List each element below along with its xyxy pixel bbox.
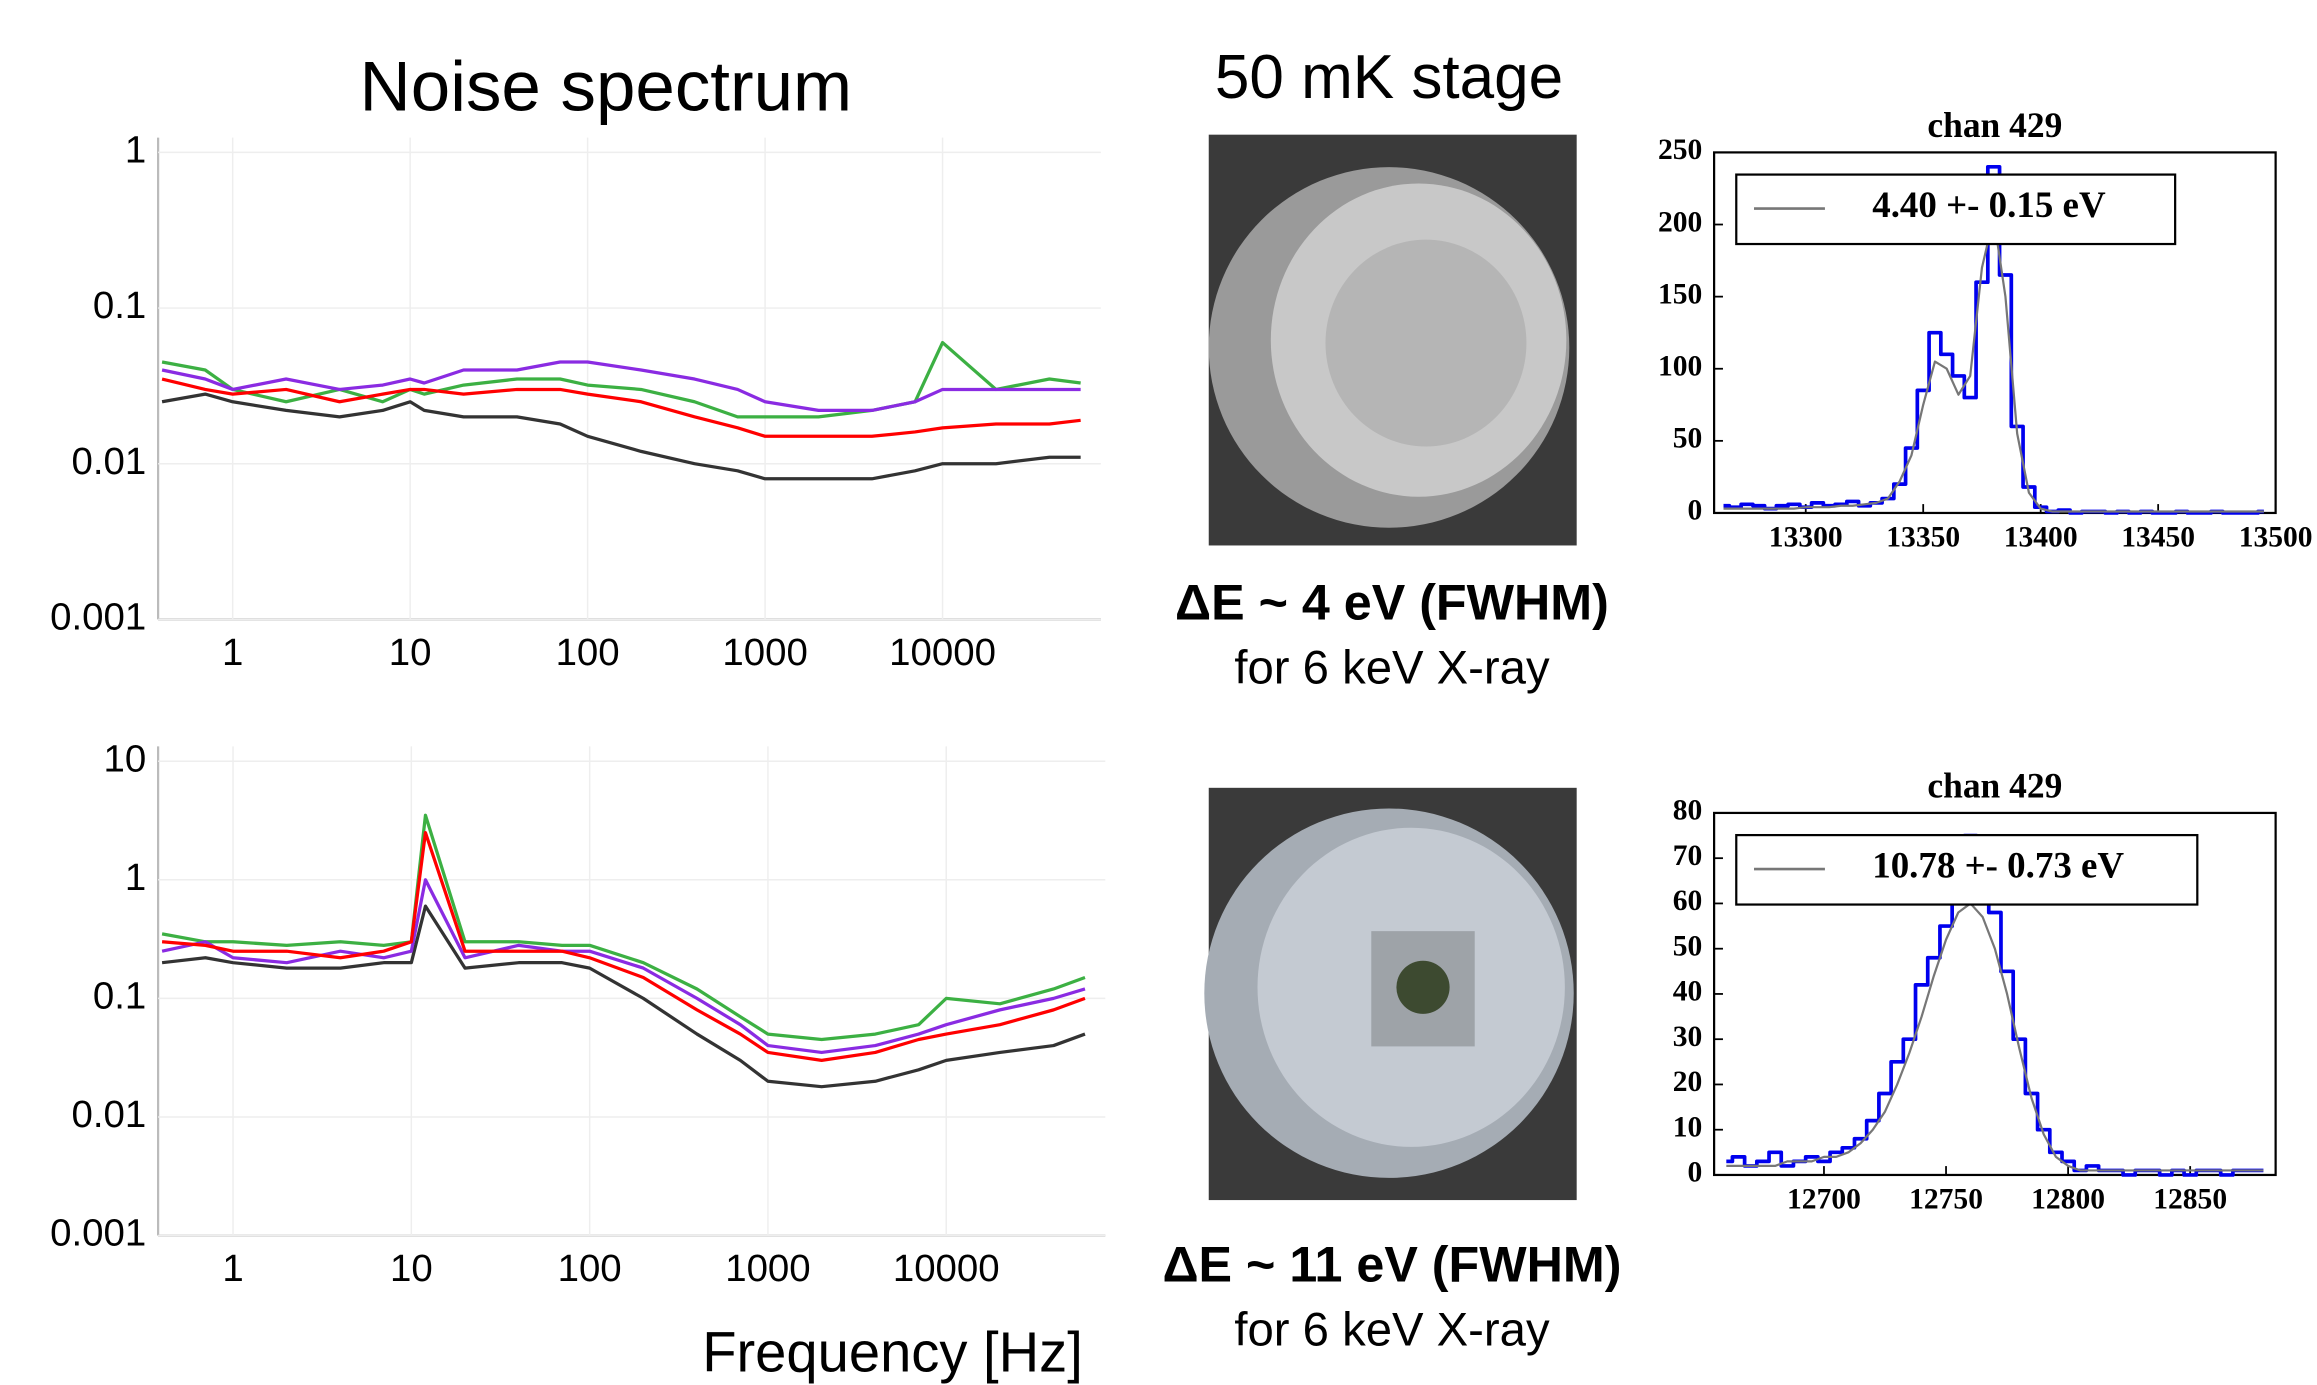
resolution-headline: ΔE ~ 11 eV (FWHM) [1162,1236,1621,1292]
stage-title: 50 mK stage [1215,43,1563,112]
x-tick-label: 12850 [2153,1183,2227,1215]
x-tick-label: 13350 [1886,521,1960,553]
photo [1208,134,1577,546]
legend-label: 4.40 +- 0.15 eV [1872,184,2106,225]
x-tick-label: 13300 [1769,521,1843,553]
y-tick-label: 40 [1673,976,1703,1008]
series-line [161,377,1081,438]
x-tick-label: 12700 [1787,1183,1861,1215]
y-tick-label: 1 [125,129,146,172]
y-tick-label: 0.1 [93,284,146,327]
y-tick-label: 20 [1673,1066,1703,1098]
x-tick-label: 1 [222,1247,243,1290]
y-tick-label: 10 [1673,1111,1703,1143]
photo [1204,787,1577,1201]
series-line [161,904,1086,1089]
x-axis-label: Frequency [Hz] [702,1321,1083,1384]
x-tick-label: 10000 [893,1247,1000,1290]
y-tick-label: 30 [1673,1021,1703,1053]
chart-title: chan 429 [1927,105,2062,145]
y-tick-label: 0.001 [50,595,146,638]
x-tick-label: 100 [558,1247,622,1290]
x-tick-label: 10 [390,1247,433,1290]
x-tick-label: 1 [222,631,243,674]
x-tick-label: 12800 [2031,1183,2105,1215]
chart-title: Noise spectrum [360,48,853,127]
y-tick-label: 70 [1673,840,1703,872]
y-tick-label: 150 [1658,278,1702,310]
y-tick-label: 0 [1688,495,1703,527]
series-line [161,340,1081,419]
y-tick-label: 50 [1673,930,1703,962]
series-line [1726,902,2264,1172]
chart-title: chan 429 [1927,765,2062,805]
legend-label: 10.78 +- 0.73 eV [1872,845,2124,886]
x-tick-label: 13400 [2004,521,2078,553]
y-tick-label: 80 [1673,795,1703,827]
x-tick-label: 10 [389,631,432,674]
x-tick-label: 100 [556,631,620,674]
x-tick-label: 10000 [889,631,996,674]
resolution-headline: ΔE ~ 4 eV (FWHM) [1175,574,1609,630]
series-line [161,830,1086,1063]
x-tick-label: 13450 [2121,521,2195,553]
y-tick-label: 1 [125,856,146,899]
y-tick-label: 10 [104,737,147,780]
x-tick-label: 1000 [725,1247,810,1290]
x-tick-label: 13500 [2239,521,2313,553]
resolution-subline: for 6 keV X-ray [1234,642,1550,695]
y-tick-label: 60 [1673,885,1703,917]
y-tick-label: 0.001 [50,1212,146,1255]
x-tick-label: 12750 [1909,1183,1983,1215]
y-tick-label: 50 [1673,423,1703,455]
series-line [161,392,1081,481]
y-tick-label: 250 [1658,134,1702,166]
series-line [161,813,1086,1042]
plot-frame [1712,151,2277,515]
y-tick-label: 0.1 [93,975,146,1018]
y-tick-label: 200 [1658,206,1702,238]
y-tick-label: 0 [1688,1157,1703,1189]
y-tick-label: 0.01 [72,440,147,483]
resolution-subline: for 6 keV X-ray [1234,1304,1550,1357]
series-line [161,360,1081,413]
y-tick-label: 0.01 [72,1093,147,1136]
x-tick-label: 1000 [722,631,807,674]
y-tick-label: 100 [1658,351,1702,383]
